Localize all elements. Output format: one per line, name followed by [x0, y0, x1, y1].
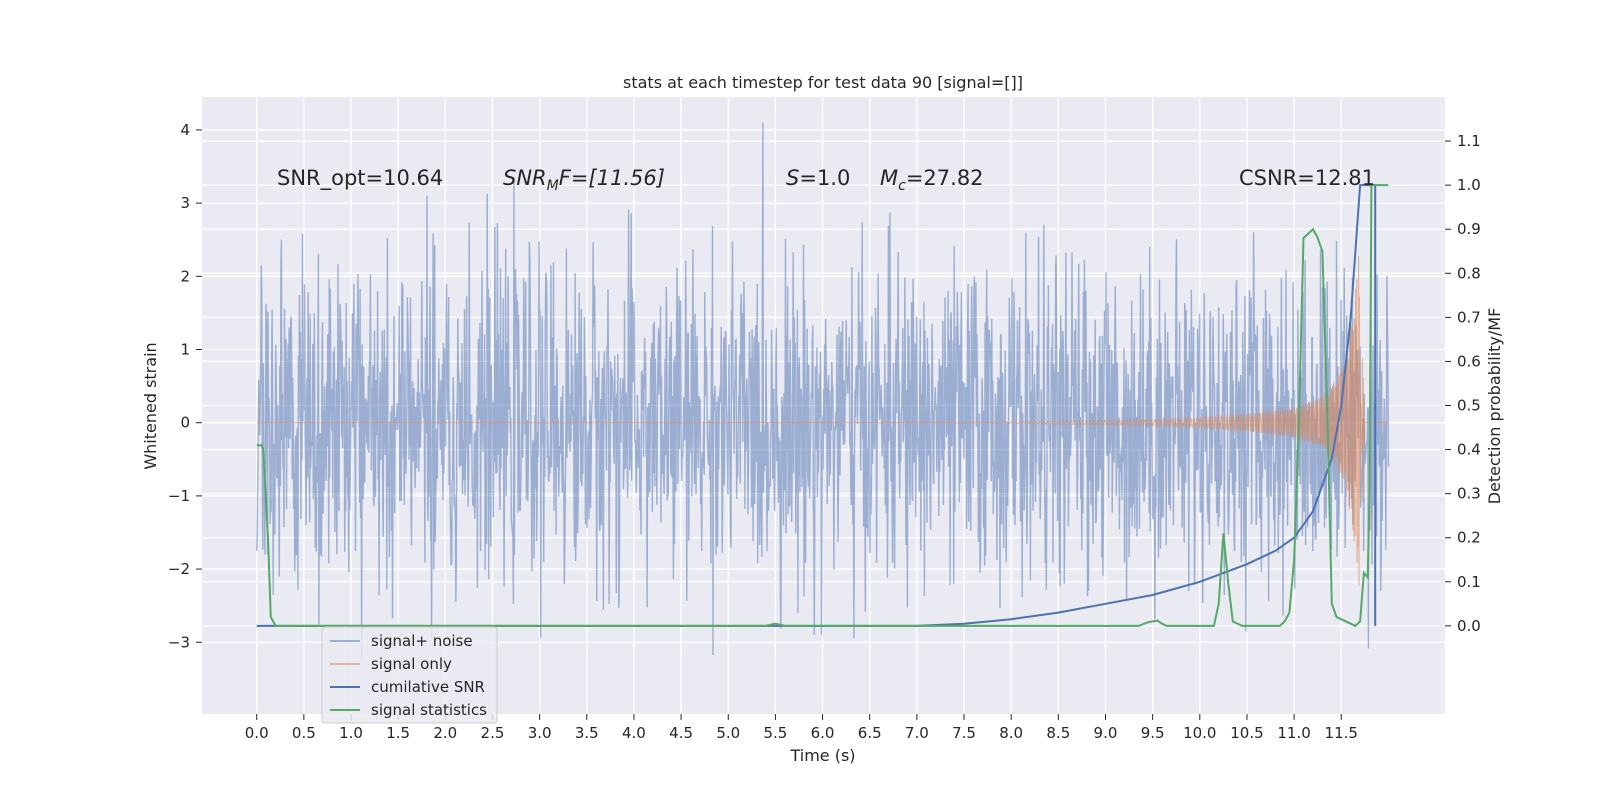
- y-left-tick-label: 0: [180, 414, 190, 432]
- y-right-tick-label: 0.6: [1457, 352, 1481, 370]
- x-tick-label: 1.0: [339, 724, 363, 742]
- cumulative-snr-line: [256, 184, 1377, 627]
- signal-only-series: [256, 255, 1389, 586]
- y-right-tick-label: 0.0: [1457, 617, 1481, 635]
- x-tick-label: 10.0: [1183, 724, 1216, 742]
- annotation-snr-opt: SNR_opt=10.64: [277, 166, 443, 191]
- x-tick-label: 7.5: [952, 724, 976, 742]
- annotation-snr-mf: SNRMF=[11.56]: [503, 166, 665, 194]
- signal-statistics-line: [256, 184, 1389, 628]
- y-right-tick-label: 0.8: [1457, 264, 1481, 282]
- x-tick-label: 11.0: [1277, 724, 1310, 742]
- annotation-csnr: CSNR=12.81: [1239, 166, 1375, 190]
- y-left-tick-label: 2: [180, 267, 190, 285]
- x-tick-label: 8.5: [1046, 724, 1070, 742]
- signal-noise-line: [256, 122, 1390, 661]
- y-right-tick-label: 0.4: [1457, 441, 1481, 459]
- y-left-tick-label: −1: [168, 487, 190, 505]
- y-left-tick-label: −2: [168, 560, 190, 578]
- x-tick-label: 6.5: [858, 724, 882, 742]
- x-tick-label: 6.0: [811, 724, 835, 742]
- x-tick-label: 7.0: [905, 724, 929, 742]
- x-tick-label: 3.0: [528, 724, 552, 742]
- right-axis-series: [256, 184, 1389, 628]
- x-tick-label: 9.0: [1094, 724, 1118, 742]
- y-axis-right-label: Detection probability/MF: [1485, 308, 1504, 505]
- x-tick-label: 10.5: [1230, 724, 1263, 742]
- x-tick-label: 5.0: [716, 724, 740, 742]
- x-axis-ticks: 0.0 0.5 1.0 1.5 2.0 2.5 3.0 3.5 4.0 4.5 5.0 5.5 6.0 6…: [245, 714, 1358, 742]
- x-tick-label: 0.0: [245, 724, 269, 742]
- y-axis-right-ticks: 0.0 0.1 0.2 0.3 0.4 0.5 0.6 0.7 0.8 0.9 1.0 1.1: [1445, 132, 1481, 635]
- chart-title: stats at each timestep for test data 90 …: [623, 73, 1023, 92]
- y-right-tick-label: 1.0: [1457, 176, 1481, 194]
- legend-label-signal-only: signal only: [371, 655, 452, 673]
- x-tick-label: 4.5: [669, 724, 693, 742]
- annotation-mc: Mc=27.82: [880, 166, 984, 194]
- y-left-tick-label: 4: [180, 121, 190, 139]
- x-tick-label: 2.0: [433, 724, 457, 742]
- legend-label-signal-statistics: signal statistics: [371, 701, 487, 719]
- annotation-s: S=1.0: [786, 166, 850, 190]
- y-right-tick-label: 1.1: [1457, 132, 1481, 150]
- x-axis-label: Time (s): [789, 746, 855, 765]
- y-left-tick-label: 1: [180, 341, 190, 359]
- x-tick-label: 0.5: [292, 724, 316, 742]
- legend-label-signal-noise: signal+ noise: [371, 632, 473, 650]
- x-tick-label: 4.0: [622, 724, 646, 742]
- x-tick-label: 2.5: [481, 724, 505, 742]
- y-right-tick-label: 0.9: [1457, 220, 1481, 238]
- x-tick-label: 11.5: [1325, 724, 1358, 742]
- x-tick-label: 8.0: [999, 724, 1023, 742]
- legend-label-cumulative-snr: cumilative SNR: [371, 678, 485, 696]
- y-right-tick-label: 0.7: [1457, 308, 1481, 326]
- y-left-tick-label: −3: [168, 633, 190, 651]
- signal-only-line: [256, 255, 1389, 586]
- y-left-tick-label: 3: [180, 194, 190, 212]
- y-right-tick-label: 0.3: [1457, 485, 1481, 503]
- signal-noise-series: [256, 122, 1390, 661]
- legend-box: [321, 626, 498, 724]
- y-right-tick-label: 0.5: [1457, 397, 1481, 415]
- x-tick-label: 3.5: [575, 724, 599, 742]
- x-tick-label: 5.5: [763, 724, 787, 742]
- y-axis-left-ticks: 4 3 2 1 0 −1 −2 −3: [168, 121, 202, 651]
- x-tick-label: 1.5: [386, 724, 410, 742]
- y-right-tick-label: 0.2: [1457, 529, 1481, 547]
- y-axis-left-label: Whitened strain: [141, 342, 160, 469]
- y-right-tick-label: 0.1: [1457, 573, 1481, 591]
- legend: signal+ noise signal only cumilative SNR…: [321, 626, 498, 724]
- x-tick-label: 9.5: [1141, 724, 1165, 742]
